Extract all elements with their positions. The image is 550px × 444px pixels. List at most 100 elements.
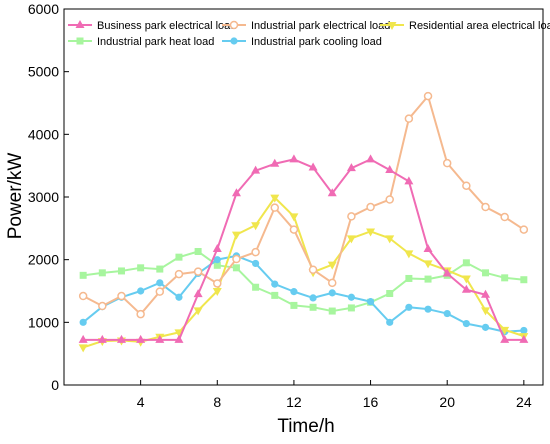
data-point	[212, 244, 222, 253]
data-point	[175, 253, 183, 261]
data-point	[252, 283, 260, 291]
data-point	[424, 275, 432, 283]
data-point	[481, 323, 490, 331]
data-point	[136, 309, 145, 319]
data-point	[252, 259, 260, 268]
y-tick-label: 2000	[28, 252, 59, 268]
data-point	[462, 181, 471, 190]
data-point	[309, 303, 317, 311]
data-point	[501, 274, 509, 282]
data-point	[424, 305, 432, 313]
series-0	[78, 154, 529, 343]
y-tick-label: 0	[51, 377, 59, 393]
series-line	[82, 196, 525, 349]
data-point	[289, 225, 299, 234]
y-tick-label: 3000	[28, 189, 59, 205]
data-point	[442, 158, 452, 168]
data-point	[347, 304, 355, 312]
legend-item: Industrial park cooling load	[222, 36, 382, 48]
data-point	[213, 256, 221, 264]
data-point	[289, 154, 299, 163]
data-point	[328, 289, 336, 297]
data-point	[308, 162, 318, 171]
data-point	[519, 225, 529, 234]
data-point	[443, 309, 451, 318]
data-point	[386, 290, 394, 298]
series-2	[78, 194, 529, 353]
data-point	[213, 261, 221, 269]
data-point	[174, 269, 184, 279]
data-point	[97, 334, 107, 343]
y-tick-label: 6000	[28, 1, 59, 17]
data-point	[116, 334, 126, 343]
y-tick-label: 4000	[28, 126, 59, 142]
data-point	[482, 269, 490, 277]
legend-marker	[76, 37, 84, 45]
data-point	[117, 267, 125, 275]
data-point	[271, 291, 279, 299]
data-point	[174, 334, 184, 343]
data-point	[156, 279, 164, 287]
data-point	[309, 294, 317, 302]
legend-marker	[387, 22, 397, 30]
data-point	[366, 228, 376, 237]
legend-marker	[75, 20, 85, 28]
x-axis-label: Time/h	[277, 416, 334, 437]
data-point	[404, 250, 414, 259]
data-point	[98, 301, 107, 311]
y-tick-label: 5000	[28, 64, 59, 80]
data-point	[366, 154, 376, 163]
legend-item: Business park electrical load	[68, 20, 236, 32]
data-point	[270, 158, 280, 167]
data-point	[270, 203, 280, 212]
legend-label: Industrial park electrical load	[251, 20, 390, 32]
data-point	[232, 264, 240, 272]
legend-marker	[230, 37, 238, 45]
data-point	[155, 334, 165, 343]
data-point	[404, 114, 414, 123]
x-tick-label: 12	[286, 394, 302, 410]
data-point	[404, 176, 414, 185]
data-point	[385, 165, 395, 174]
data-point	[156, 265, 164, 273]
data-point	[78, 291, 88, 301]
data-point	[231, 188, 241, 197]
data-point	[193, 267, 203, 276]
data-point	[366, 202, 375, 212]
data-point	[155, 287, 165, 296]
legend: Business park electrical load Industrial …	[68, 20, 550, 48]
legend-label: Business park electrical load	[97, 20, 236, 32]
data-point	[78, 334, 88, 343]
series-3	[79, 248, 528, 315]
data-point	[385, 195, 394, 204]
data-point	[461, 275, 471, 284]
data-point	[213, 279, 222, 288]
data-point	[270, 194, 280, 203]
legend-marker	[229, 20, 239, 30]
plot-area-border	[63, 8, 544, 386]
legend-item: Residential area electrical load	[380, 20, 550, 32]
data-point	[346, 235, 356, 244]
data-point	[175, 293, 183, 301]
data-point	[500, 212, 509, 222]
data-point	[385, 235, 395, 244]
plot-frame	[63, 8, 544, 386]
legend-item: Industrial park heat load	[68, 36, 214, 48]
data-point	[137, 264, 145, 272]
data-point	[137, 287, 145, 295]
data-point	[79, 271, 87, 279]
data-point	[327, 278, 337, 288]
data-point	[231, 231, 241, 240]
data-point	[98, 269, 106, 277]
x-tick-label: 20	[439, 394, 455, 410]
data-point	[481, 289, 491, 298]
data-point	[308, 265, 318, 274]
data-point	[442, 268, 452, 277]
data-point	[136, 334, 146, 343]
data-point	[462, 259, 470, 267]
data-point	[500, 326, 510, 335]
data-point	[366, 298, 375, 306]
data-point	[193, 307, 203, 316]
